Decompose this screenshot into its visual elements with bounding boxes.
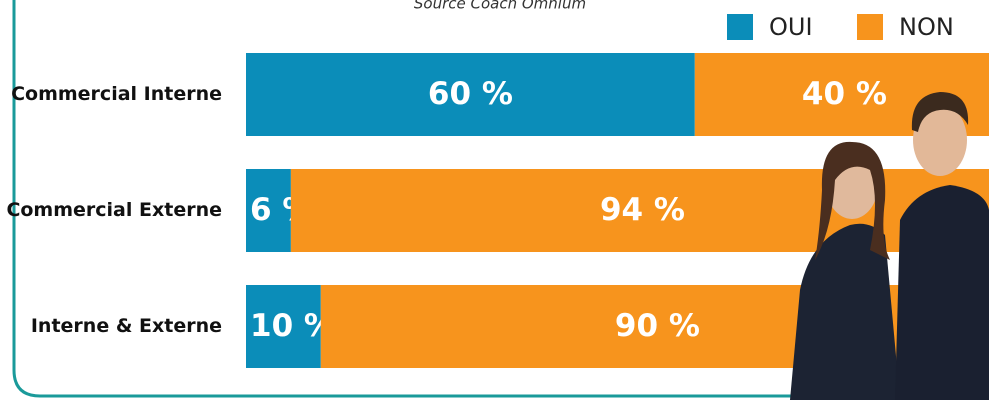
- bar-segment: [246, 285, 321, 368]
- category-label: Commercial Interne: [11, 83, 222, 105]
- bar-segment: [246, 53, 695, 136]
- legend: OUI NON: [727, 13, 954, 41]
- value-label: 90 %: [615, 308, 700, 344]
- value-label: 94 %: [600, 192, 685, 228]
- value-label: 40 %: [802, 76, 887, 112]
- legend-label: NON: [899, 13, 954, 41]
- people-photo: [790, 92, 989, 400]
- legend-swatch: [727, 14, 753, 40]
- legend-swatch: [857, 14, 883, 40]
- bar-segment: [246, 169, 291, 252]
- value-label: 60 %: [428, 76, 513, 112]
- subtitle: Source Coach Omnium: [414, 0, 586, 13]
- category-label: Commercial Externe: [6, 199, 222, 221]
- legend-label: OUI: [769, 13, 813, 41]
- category-label: Interne & Externe: [31, 315, 222, 337]
- frame: [12, 0, 989, 398]
